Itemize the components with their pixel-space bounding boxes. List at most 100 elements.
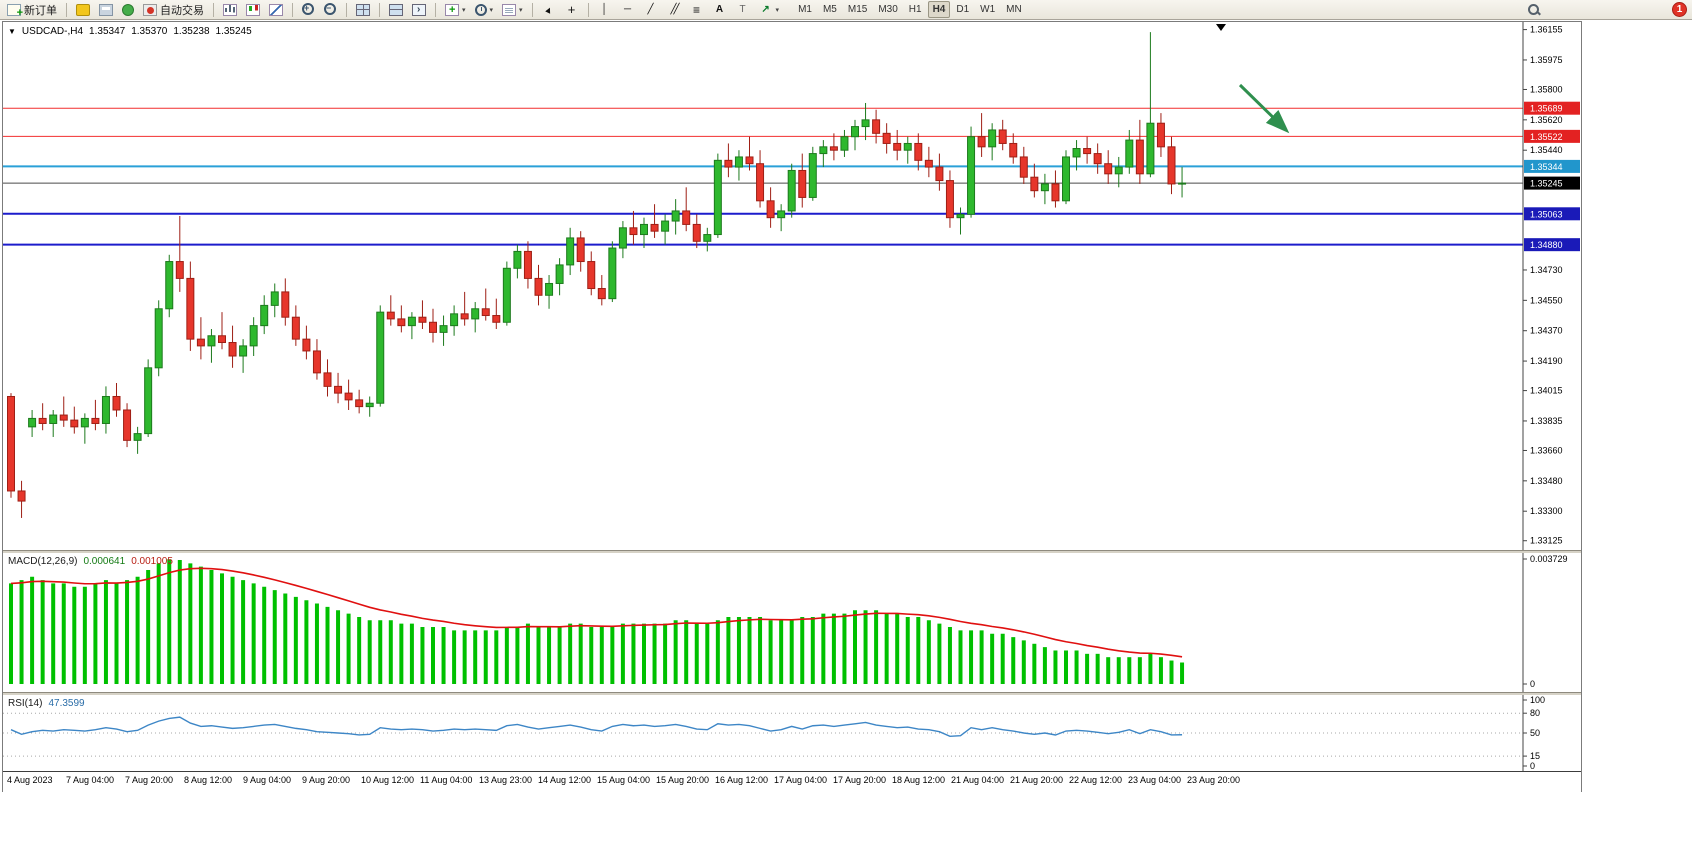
rsi-panel[interactable]: 100 80 50 15 0 RSI(14) 47.3599 <box>3 695 1581 771</box>
cursor-icon <box>542 4 556 16</box>
tile-windows-button[interactable] <box>353 1 373 19</box>
vertical-line-icon <box>598 4 612 16</box>
zoom-in-button[interactable] <box>299 1 318 19</box>
tile-windows-icon <box>356 3 370 16</box>
data-window-button[interactable] <box>119 1 137 19</box>
trendline-button[interactable] <box>641 1 661 19</box>
search-icon[interactable] <box>1527 3 1540 16</box>
time-label: 4 Aug 2023 <box>7 775 53 785</box>
label-button[interactable] <box>733 1 753 19</box>
add-indicator-button[interactable]: ▾ <box>442 1 469 19</box>
text-icon <box>713 4 727 16</box>
bar-chart-button[interactable] <box>220 1 240 19</box>
metaeditor-button[interactable] <box>73 1 93 19</box>
arrange-icon <box>389 3 403 16</box>
time-label: 21 Aug 04:00 <box>951 775 1005 785</box>
time-label: 21 Aug 20:00 <box>1010 775 1064 785</box>
timeframe-w1-button[interactable]: W1 <box>975 1 1000 18</box>
autotrading-button-label: 自动交易 <box>160 4 204 17</box>
svg-text:100: 100 <box>1530 695 1545 705</box>
channel-button[interactable] <box>664 1 684 19</box>
timeframe-m30-button[interactable]: M30 <box>873 1 902 18</box>
zoom-out-button[interactable] <box>321 1 340 19</box>
chart-shift-icon <box>412 3 426 16</box>
period-button[interactable]: ▾ <box>472 1 497 19</box>
timeframe-m15-button[interactable]: M15 <box>843 1 872 18</box>
timeframe-mn-button[interactable]: MN <box>1001 1 1027 18</box>
vertical-line-button[interactable] <box>595 1 615 19</box>
macd-panel[interactable]: 0.003729 0 MACD(12,26,9) 0.000641 0.00100… <box>3 553 1581 692</box>
symbol-period: USDCAD-,H4 <box>21 26 84 37</box>
svg-text:1.35620: 1.35620 <box>1530 115 1563 125</box>
time-label: 18 Aug 12:00 <box>892 775 946 785</box>
label-icon <box>736 4 750 16</box>
svg-text:1.34190: 1.34190 <box>1530 356 1563 366</box>
timeframe-d1-button[interactable]: D1 <box>951 1 974 18</box>
toolbar-separator <box>213 2 214 17</box>
horizontal-line-icon <box>621 4 635 16</box>
price-chart-canvas[interactable]: 1.36155 1.35975 1.35800 1.35620 1.35440 1.347… <box>3 22 1581 550</box>
new-order-button-label: 新订单 <box>24 4 57 17</box>
arrows-icon <box>759 4 773 16</box>
channel-icon <box>667 4 681 16</box>
auto-arrange-button[interactable] <box>386 1 406 19</box>
text-button[interactable] <box>710 1 730 19</box>
time-label: 23 Aug 20:00 <box>1187 775 1241 785</box>
high-value: 1.35370 <box>131 26 168 37</box>
time-axis[interactable]: 4 Aug 2023 7 Aug 04:00 7 Aug 20:00 8 Aug 12… <box>3 771 1581 792</box>
zoom-out-icon <box>324 2 337 16</box>
svg-text:1.34015: 1.34015 <box>1530 386 1563 396</box>
time-label: 7 Aug 04:00 <box>66 775 115 785</box>
time-label: 7 Aug 20:00 <box>125 775 174 785</box>
line-chart-button[interactable] <box>266 1 286 19</box>
low-value: 1.35238 <box>173 26 210 37</box>
toolbar-separator <box>292 2 293 17</box>
cursor-button[interactable] <box>539 1 559 19</box>
chart-shift-button[interactable] <box>409 1 429 19</box>
macd-chart-canvas[interactable]: 0.003729 0 <box>3 553 1581 692</box>
time-label: 14 Aug 12:00 <box>538 775 592 785</box>
print-button[interactable] <box>96 1 116 19</box>
time-label: 11 Aug 04:00 <box>420 775 473 785</box>
close-value: 1.35245 <box>215 26 252 37</box>
crosshair-button[interactable] <box>562 1 582 19</box>
timeframe-h1-button[interactable]: H1 <box>904 1 927 18</box>
svg-text:15: 15 <box>1530 751 1540 761</box>
horizontal-line-button[interactable] <box>618 1 638 19</box>
toolbar-items: 新订单 自动交易 ▾ ▾ ▾ ▾ <box>4 1 782 19</box>
autotrading-button[interactable]: 自动交易 <box>140 1 207 19</box>
timeframe-m1-button[interactable]: M1 <box>793 1 817 18</box>
toolbar-separator <box>66 2 67 17</box>
price-panel[interactable]: 1.36155 1.35975 1.35800 1.35620 1.35440 1.347… <box>3 22 1581 550</box>
fibonacci-button[interactable] <box>687 1 707 19</box>
rsi-label: RSI(14) 47.3599 <box>8 698 85 709</box>
toolbar-spacer <box>1540 9 1672 10</box>
svg-text:1.35344: 1.35344 <box>1530 162 1563 172</box>
notification-badge[interactable]: 1 <box>1672 2 1687 17</box>
timeframe-m5-button[interactable]: M5 <box>818 1 842 18</box>
time-label: 15 Aug 20:00 <box>656 775 710 785</box>
time-label: 15 Aug 04:00 <box>597 775 651 785</box>
time-label: 10 Aug 12:00 <box>361 775 415 785</box>
timeframe-h4-button[interactable]: H4 <box>927 1 951 18</box>
arrows-button[interactable]: ▾ <box>756 1 783 19</box>
candlestick-chart-button[interactable] <box>243 1 263 19</box>
panel-splitter[interactable] <box>3 550 1581 553</box>
open-value: 1.35347 <box>89 26 126 37</box>
svg-text:1.35689: 1.35689 <box>1530 104 1563 114</box>
rsi-chart-canvas[interactable]: 100 80 50 150 <box>3 695 1581 771</box>
panel-splitter[interactable] <box>3 692 1581 695</box>
time-label: 22 Aug 12:00 <box>1069 775 1123 785</box>
svg-text:1.35245: 1.35245 <box>1530 179 1563 189</box>
svg-text:1.35063: 1.35063 <box>1530 209 1563 219</box>
toolbar-separator <box>346 2 347 17</box>
autotrading-icon <box>143 3 157 16</box>
new-order-button[interactable]: 新订单 <box>4 1 60 19</box>
svg-text:1.36155: 1.36155 <box>1530 25 1563 35</box>
time-label: 8 Aug 12:00 <box>184 775 233 785</box>
data-window-icon <box>122 3 134 16</box>
expand-icon[interactable]: ▼ <box>8 27 16 36</box>
template-button[interactable]: ▾ <box>499 1 526 19</box>
svg-text:1.35975: 1.35975 <box>1530 55 1563 65</box>
svg-text:0: 0 <box>1530 761 1535 771</box>
